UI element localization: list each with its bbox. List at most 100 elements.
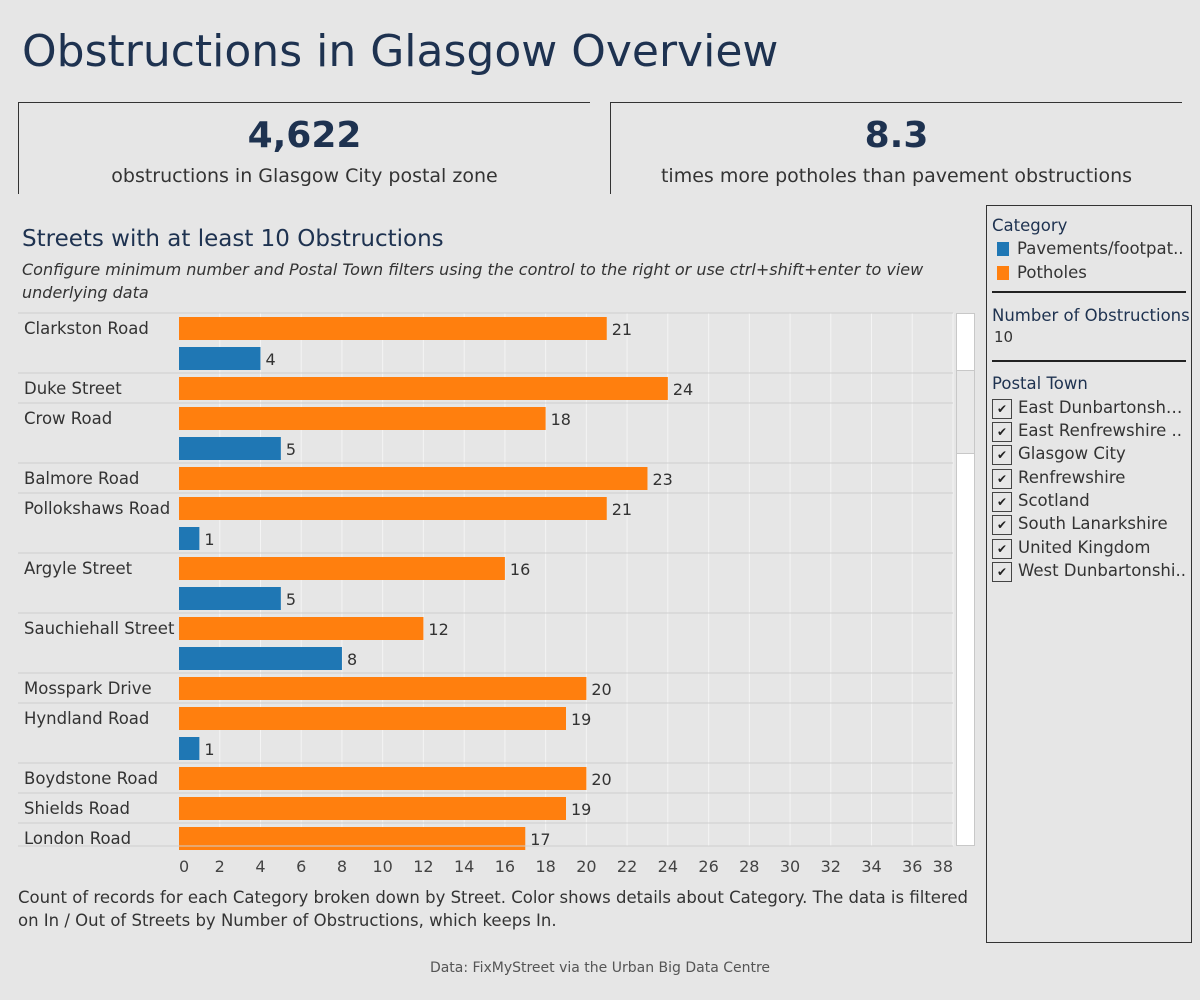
postal-town-label: Renfrewshire <box>1018 468 1126 487</box>
kpi-value: 4,622 <box>247 115 362 156</box>
data-label: 21 <box>612 320 632 339</box>
x-tick-label: 6 <box>296 857 306 876</box>
postal-town-label: East Dunbartonshir.. <box>1018 398 1186 417</box>
x-tick-label: 20 <box>576 857 596 876</box>
filter-panel: Category Pavements/footpat.. Potholes Nu… <box>986 205 1192 943</box>
postal-town-option[interactable]: ✔ Glasgow City <box>992 444 1188 467</box>
bar-potholes <box>179 767 587 790</box>
data-label: 20 <box>591 770 611 789</box>
category-label: Hyndland Road <box>24 709 149 728</box>
checkbox-checked-icon[interactable]: ✔ <box>992 539 1012 559</box>
bar-pavements <box>179 587 281 610</box>
category-label: Mosspark Drive <box>24 679 152 698</box>
data-label: 17 <box>530 830 550 849</box>
postal-town-label: West Dunbartonshi.. <box>1018 561 1186 580</box>
category-label: London Road <box>24 829 131 848</box>
postal-town-title: Postal Town <box>992 374 1088 393</box>
x-tick-label: 28 <box>739 857 759 876</box>
x-tick-label: 12 <box>413 857 433 876</box>
bar-pavements <box>179 737 200 760</box>
x-tick-label: 18 <box>535 857 555 876</box>
data-label: 12 <box>428 620 448 639</box>
data-label: 20 <box>591 680 611 699</box>
checkbox-checked-icon[interactable]: ✔ <box>992 445 1012 465</box>
kpi-label: obstructions in Glasgow City postal zone <box>111 165 498 187</box>
kpi-total-obstructions: 4,622 obstructions in Glasgow City posta… <box>18 102 590 194</box>
category-label: Shields Road <box>24 799 130 818</box>
category-label: Crow Road <box>24 409 112 428</box>
min-obstructions-title: Number of Obstructions <box>992 306 1190 325</box>
checkbox-checked-icon[interactable]: ✔ <box>992 469 1012 489</box>
data-source: Data: FixMyStreet via the Urban Big Data… <box>429 960 771 976</box>
x-tick-label: 8 <box>337 857 347 876</box>
min-obstructions-value[interactable]: 10 <box>994 328 1014 346</box>
postal-town-option[interactable]: ✔ Renfrewshire <box>992 468 1188 491</box>
bar-potholes <box>179 497 607 520</box>
bar-potholes <box>179 617 424 640</box>
data-label: 5 <box>286 590 296 609</box>
postal-town-option[interactable]: ✔ West Dunbartonshi.. <box>992 561 1188 584</box>
category-label: Clarkston Road <box>24 319 149 338</box>
chart-scrollbar[interactable] <box>956 313 975 846</box>
postal-town-option[interactable]: ✔ Scotland <box>992 491 1188 514</box>
data-label: 1 <box>204 740 214 759</box>
divider <box>992 360 1186 362</box>
x-tick-label: 2 <box>215 857 225 876</box>
kpi-label: times more potholes than pavement obstru… <box>660 165 1133 187</box>
bar-potholes <box>179 407 546 430</box>
x-tick-label: 4 <box>255 857 265 876</box>
category-label: Argyle Street <box>24 559 133 578</box>
legend-label: Potholes <box>1017 263 1087 282</box>
x-tick-label: 36 <box>902 857 922 876</box>
x-tick-label: 34 <box>861 857 881 876</box>
chart-title: Streets with at least 10 Obstructions <box>22 226 444 252</box>
x-tick-label: 14 <box>454 857 474 876</box>
x-tick-label: 32 <box>821 857 841 876</box>
category-label: Sauchiehall Street <box>24 619 175 638</box>
chart-subtitle: Configure minimum number and Postal Town… <box>22 260 924 302</box>
x-tick-label: 10 <box>373 857 393 876</box>
bar-pavements <box>179 647 342 670</box>
postal-town-option[interactable]: ✔ South Lanarkshire <box>992 514 1188 537</box>
data-label: 21 <box>612 500 632 519</box>
postal-town-option[interactable]: ✔ East Dunbartonshir.. <box>992 398 1188 421</box>
legend-swatch <box>997 266 1009 280</box>
postal-town-label: United Kingdom <box>1018 538 1151 557</box>
postal-town-option[interactable]: ✔ United Kingdom <box>992 538 1188 561</box>
chart-caption: Count of records for each Category broke… <box>18 888 969 930</box>
postal-town-label: South Lanarkshire <box>1018 514 1168 533</box>
bar-pavements <box>179 347 261 370</box>
data-label: 16 <box>510 560 530 579</box>
checkbox-checked-icon[interactable]: ✔ <box>992 422 1012 442</box>
postal-town-option[interactable]: ✔ East Renfrewshire .. <box>992 421 1188 444</box>
divider <box>992 291 1186 293</box>
checkbox-checked-icon[interactable]: ✔ <box>992 515 1012 535</box>
x-tick-label: 22 <box>617 857 637 876</box>
bar-potholes <box>179 557 505 580</box>
x-tick-label: 0 <box>179 857 189 876</box>
data-label: 18 <box>551 410 571 429</box>
postal-town-label: East Renfrewshire .. <box>1018 421 1183 440</box>
category-legend-title: Category <box>992 216 1068 235</box>
bar-potholes <box>179 377 668 400</box>
category-label: Boydstone Road <box>24 769 158 788</box>
bar-potholes <box>179 797 566 820</box>
data-label: 24 <box>673 380 693 399</box>
checkbox-checked-icon[interactable]: ✔ <box>992 492 1012 512</box>
data-label: 23 <box>652 470 672 489</box>
bar-potholes <box>179 707 566 730</box>
postal-town-label: Scotland <box>1018 491 1090 510</box>
data-label: 4 <box>265 350 275 369</box>
bar-pavements <box>179 527 200 550</box>
scrollbar-thumb[interactable] <box>957 370 974 454</box>
bar-potholes <box>179 317 607 340</box>
bar-potholes <box>179 467 648 490</box>
data-label: 5 <box>286 440 296 459</box>
x-tick-label: 16 <box>495 857 515 876</box>
checkbox-checked-icon[interactable]: ✔ <box>992 562 1012 582</box>
checkbox-checked-icon[interactable]: ✔ <box>992 399 1012 419</box>
legend-label: Pavements/footpat.. <box>1017 239 1184 258</box>
data-label: 8 <box>347 650 357 669</box>
x-tick-label: 24 <box>658 857 678 876</box>
